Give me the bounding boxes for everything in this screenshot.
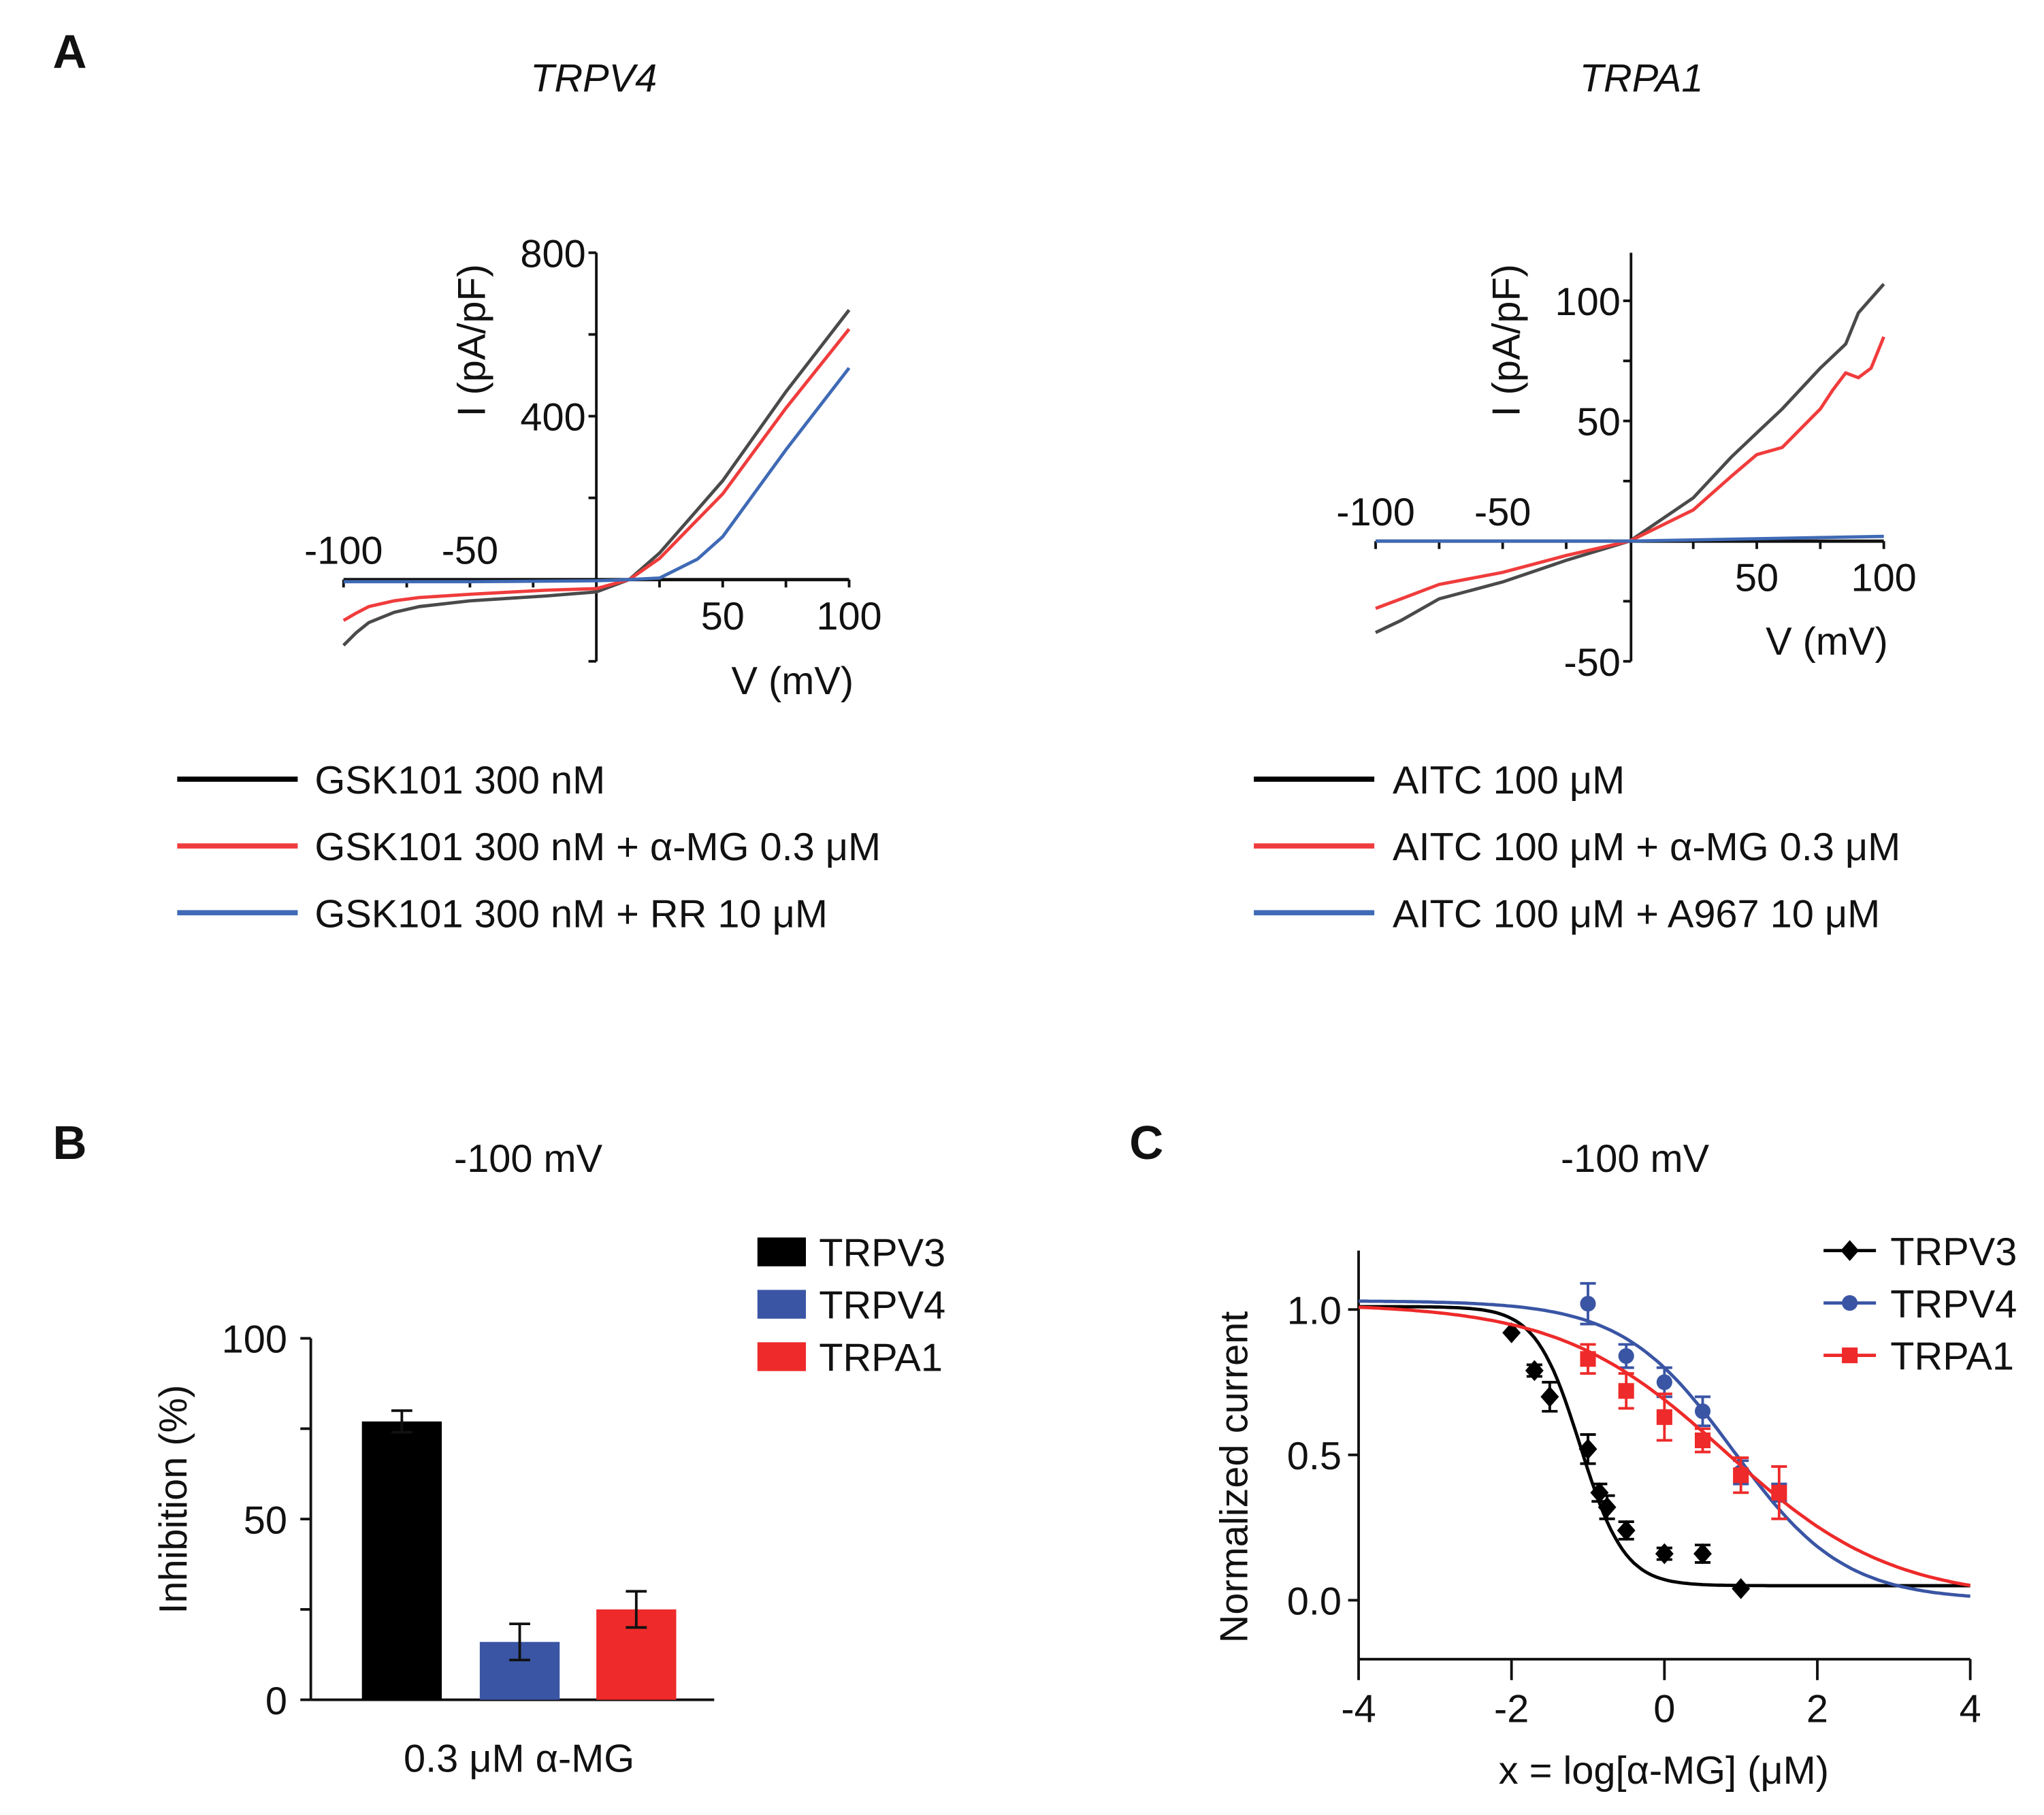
iv-chart-trpv4: TRPV4 -100 -50 50 100 800 400 V (mV) I (pA/pF) GS… — [177, 57, 882, 936]
series-line-1 — [342, 308, 851, 647]
legend-label: AITC 100 μM + α-MG 0.3 μM — [1393, 825, 1900, 869]
data-point-trpv3 — [1617, 1520, 1636, 1541]
data-point-trpa1 — [1733, 1467, 1749, 1484]
x-axis-label: 0.3 μM α-MG — [404, 1737, 634, 1781]
x-axis-label: V (mV) — [1766, 620, 1888, 664]
y-axis-label: I (pA/pF) — [451, 264, 494, 417]
fit-curve-trpv3 — [1359, 1305, 1970, 1588]
bar-trpv3 — [361, 1421, 442, 1700]
legend-label: TRPV3 — [1890, 1230, 2017, 1274]
y-tick-label: 50 — [244, 1499, 287, 1542]
legend-label: GSK101 300 nM + α-MG 0.3 μM — [314, 825, 881, 869]
legend-swatch — [757, 1237, 806, 1266]
y-tick-label: 50 — [1577, 401, 1621, 444]
chart-title: -100 mV — [454, 1137, 603, 1181]
panel-label-c: C — [1129, 1116, 1163, 1169]
x-tick-label: -2 — [1494, 1687, 1529, 1731]
chart-title: -100 mV — [1561, 1137, 1710, 1181]
data-point-trpa1 — [1694, 1432, 1711, 1449]
x-tick-label: 50 — [1735, 556, 1779, 600]
legend-label: GSK101 300 nM + RR 10 μM — [314, 892, 828, 936]
x-tick-label: 100 — [1851, 556, 1916, 600]
data-point-trpv4 — [1580, 1296, 1596, 1312]
data-point-trpv3 — [1597, 1497, 1617, 1518]
error-bar — [509, 1622, 530, 1662]
data-point-trpa1 — [1656, 1409, 1672, 1425]
data-point-trpv4 — [1694, 1403, 1711, 1420]
iv-chart-trpa1: TRPA1 -100 -50 50 100 100 50 -50 V (mV) I (pA/pF)… — [1254, 57, 1917, 936]
x-tick-label: -100 — [304, 529, 383, 573]
legend-label: TRPA1 — [1890, 1335, 2014, 1379]
panel-label-a: A — [53, 25, 87, 78]
data-point-trpa1 — [1580, 1351, 1596, 1367]
data-point-trpv4 — [1656, 1374, 1672, 1390]
legend-swatch — [757, 1290, 806, 1319]
legend-label: AITC 100 μM — [1393, 759, 1625, 802]
x-tick-label: -50 — [442, 529, 498, 573]
x-tick-label: 100 — [816, 595, 881, 638]
y-tick-label: 0.0 — [1287, 1580, 1342, 1624]
x-tick-label: 4 — [1960, 1687, 1981, 1731]
legend-marker — [1842, 1295, 1858, 1311]
x-tick-label: -100 — [1336, 491, 1415, 534]
legend-swatch — [757, 1342, 806, 1371]
bar-chart: -100 mV 0 50 100 Inhibition (%) 0.3 μM α-MG TR… — [152, 1137, 945, 1780]
legend-label: TRPV4 — [819, 1284, 945, 1328]
y-tick-label: 800 — [520, 233, 585, 276]
error-bar — [391, 1409, 412, 1434]
y-tick-label: 0.5 — [1287, 1435, 1342, 1478]
x-axis-label: V (mV) — [731, 659, 854, 703]
y-tick-label: 1.0 — [1287, 1289, 1342, 1332]
x-tick-label: -50 — [1474, 491, 1531, 534]
x-tick-label: -4 — [1341, 1687, 1376, 1731]
chart-title: TRPA1 — [1580, 57, 1704, 101]
legend-label: TRPV3 — [819, 1232, 945, 1275]
series-line-3 — [343, 367, 851, 584]
y-axis-label: I (pA/pF) — [1485, 264, 1529, 417]
data-point-trpv3 — [1502, 1322, 1521, 1343]
legend-label: GSK101 300 nM — [314, 759, 605, 802]
data-point-trpv3 — [1693, 1543, 1712, 1565]
series-line-1 — [1375, 282, 1885, 634]
dose-response-chart: -100 mV -4 -2 0 2 4 0.0 0.5 1.0 x = log[α-MG] (μM… — [1212, 1137, 2017, 1793]
legend-label: TRPV4 — [1890, 1283, 2017, 1326]
chart-title: TRPV4 — [530, 57, 657, 101]
legend-marker — [1842, 1347, 1858, 1364]
y-tick-label: 0 — [265, 1680, 287, 1723]
x-tick-label: 50 — [701, 595, 745, 638]
y-axis-label: Inhibition (%) — [152, 1385, 195, 1614]
data-point-trpv3 — [1590, 1482, 1609, 1503]
data-point-trpa1 — [1618, 1383, 1634, 1399]
data-point-trpv4 — [1618, 1348, 1634, 1364]
series-line-2 — [1375, 336, 1885, 610]
x-axis-label: x = log[α-MG] (μM) — [1499, 1749, 1829, 1793]
data-point-trpv3 — [1525, 1360, 1544, 1381]
legend-label: AITC 100 μM + A967 10 μM — [1393, 892, 1880, 936]
data-point-trpv3 — [1655, 1543, 1674, 1565]
x-tick-label: 0 — [1653, 1687, 1675, 1731]
data-point-trpa1 — [1771, 1484, 1787, 1501]
error-bar — [626, 1590, 647, 1629]
series-line-2 — [342, 328, 851, 622]
y-tick-label: -50 — [1563, 641, 1620, 685]
y-tick-label: 400 — [520, 396, 585, 440]
legend-label: TRPA1 — [819, 1337, 943, 1380]
data-point-trpv3 — [1540, 1386, 1559, 1407]
y-tick-label: 100 — [1555, 280, 1621, 324]
panel-label-b: B — [53, 1116, 87, 1169]
legend-marker — [1840, 1240, 1860, 1262]
x-tick-label: 2 — [1806, 1687, 1828, 1731]
data-point-trpv3 — [1732, 1577, 1751, 1599]
series-line-3 — [1376, 534, 1884, 543]
data-point-trpv3 — [1578, 1438, 1597, 1460]
y-axis-label: Normalized current — [1212, 1311, 1256, 1644]
y-tick-label: 100 — [222, 1318, 287, 1362]
